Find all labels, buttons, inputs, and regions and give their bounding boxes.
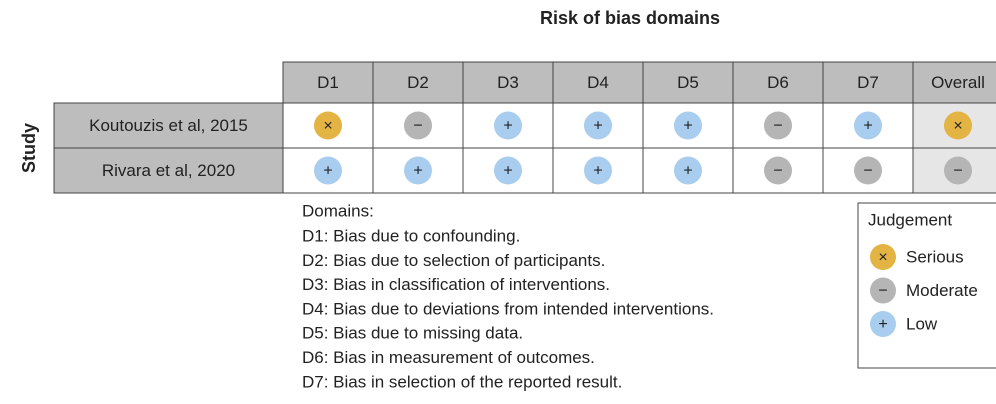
legend-title: Judgement	[868, 210, 952, 229]
judgement-dot	[494, 111, 522, 140]
legend-symbol: −	[878, 283, 887, 300]
judgement-dot	[674, 156, 702, 185]
column-header: D6	[767, 73, 789, 92]
judgement-dot	[764, 156, 792, 185]
judgement-dot	[584, 111, 612, 140]
judgement-symbol: −	[953, 163, 962, 180]
judgement-symbol: −	[773, 118, 782, 135]
judgement-symbol: +	[683, 118, 692, 135]
column-header: D5	[677, 73, 699, 92]
study-name: Koutouzis et al, 2015	[89, 116, 248, 135]
row-axis-label: Study	[19, 123, 39, 173]
legend-label: Low	[906, 314, 938, 333]
column-header: D2	[407, 73, 429, 92]
judgement-symbol: ×	[323, 118, 332, 135]
judgement-symbol: +	[413, 163, 422, 180]
header-band	[282, 61, 996, 104]
legend-label: Moderate	[906, 281, 978, 300]
legend-symbol: ×	[878, 249, 887, 266]
judgement-symbol: +	[503, 118, 512, 135]
study-cell	[53, 102, 284, 149]
judgement-symbol: −	[773, 163, 782, 180]
judgement-symbol: +	[863, 118, 872, 135]
legend-symbol: +	[878, 316, 887, 333]
domain-description: D6: Bias in measurement of outcomes.	[302, 348, 595, 367]
column-header: D1	[317, 73, 339, 92]
judgement-symbol: +	[503, 163, 512, 180]
column-header: Overall	[931, 73, 985, 92]
column-header: D3	[497, 73, 519, 92]
cell	[732, 147, 824, 194]
domain-description: D7: Bias in selection of the reported re…	[302, 372, 622, 391]
study-cell	[53, 147, 284, 194]
judgement-dot	[944, 156, 972, 185]
legend-dot	[870, 311, 896, 337]
judgement-dot	[584, 156, 612, 185]
judgement-dot	[314, 111, 342, 140]
judgement-dot	[674, 111, 702, 140]
judgement-symbol: +	[593, 163, 602, 180]
study-name: Rivara et al, 2020	[102, 161, 235, 180]
judgement-symbol: ×	[953, 118, 962, 135]
legend-dot	[870, 244, 896, 270]
judgement-symbol: +	[323, 163, 332, 180]
legend-label: Serious	[906, 247, 964, 266]
judgement-symbol: −	[863, 163, 872, 180]
judgement-dot	[494, 156, 522, 185]
judgement-dot	[404, 156, 432, 185]
judgement-symbol: −	[413, 118, 422, 135]
domain-description: D1: Bias due to confounding.	[302, 226, 520, 245]
judgement-dot	[764, 111, 792, 140]
judgement-symbol: +	[593, 118, 602, 135]
judgement-dot	[944, 111, 972, 140]
domain-description: D4: Bias due to deviations from intended…	[302, 299, 714, 318]
judgement-dot	[854, 111, 882, 140]
domains-heading: Domains:	[302, 201, 374, 220]
title: Risk of bias domains	[540, 8, 720, 28]
judgement-dot	[854, 156, 882, 185]
judgement-symbol: +	[683, 163, 692, 180]
judgement-dot	[314, 156, 342, 185]
judgement-dot	[404, 111, 432, 140]
column-header: D7	[857, 73, 879, 92]
domain-description: D2: Bias due to selection of participant…	[302, 251, 605, 270]
domain-description: D3: Bias in classification of interventi…	[302, 275, 610, 294]
domain-description: D5: Bias due to missing data.	[302, 324, 523, 343]
column-header: D4	[587, 73, 609, 92]
legend-dot	[870, 277, 896, 304]
